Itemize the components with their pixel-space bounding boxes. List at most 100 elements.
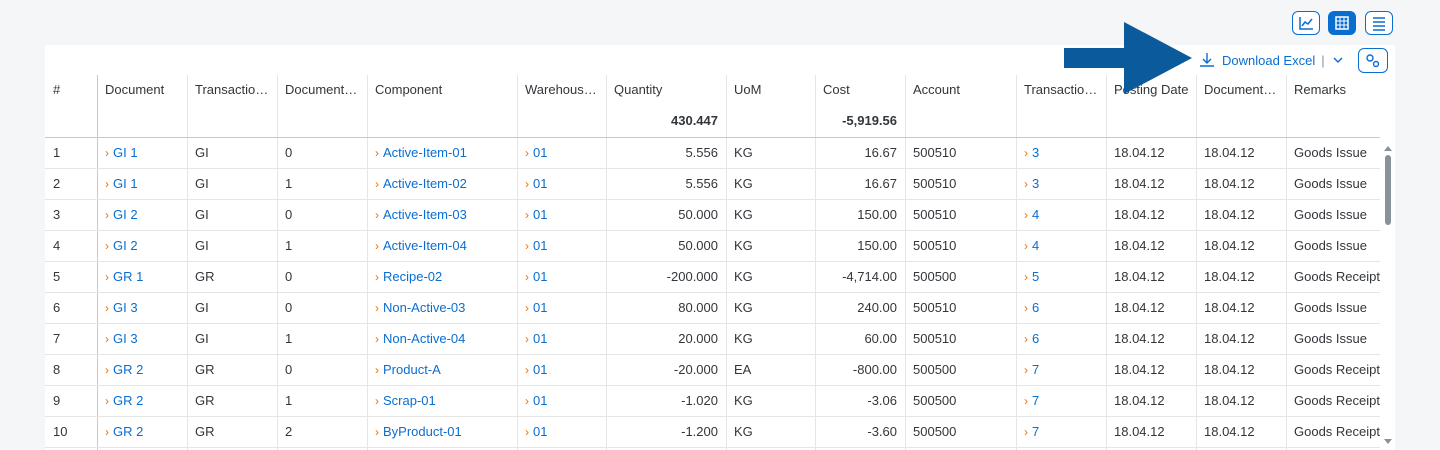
link-cell[interactable]: › Non-Active-04 — [367, 324, 517, 354]
link-cell[interactable]: › GI 2 — [97, 231, 187, 261]
column-header[interactable]: Account — [913, 82, 960, 97]
link-cell[interactable]: › 01 — [517, 169, 606, 199]
column-header[interactable]: Component — [375, 82, 443, 97]
list-view-button[interactable] — [1365, 11, 1393, 35]
link-cell[interactable]: › 01 — [517, 200, 606, 230]
link-text[interactable]: 01 — [533, 145, 548, 160]
link-cell[interactable]: › 01 — [517, 324, 606, 354]
link-cell[interactable]: › 3 — [1016, 138, 1106, 168]
link-text[interactable]: Active-Item-01 — [383, 145, 467, 160]
link-cell[interactable]: › 3 — [1016, 169, 1106, 199]
link-text[interactable]: GI 2 — [113, 207, 138, 222]
link-text[interactable]: 3 — [1032, 176, 1040, 191]
link-text[interactable]: 01 — [533, 176, 548, 191]
link-cell[interactable]: › GR 1 — [97, 262, 187, 292]
column-header[interactable]: UoM — [734, 82, 762, 97]
column-header[interactable]: Cost — [823, 82, 850, 97]
link-cell[interactable]: › Active-Item-04 — [367, 231, 517, 261]
link-cell[interactable]: › 01 — [517, 231, 606, 261]
link-cell[interactable]: › 01 — [517, 386, 606, 416]
column-header[interactable]: # — [53, 82, 61, 97]
link-cell[interactable]: › 7 — [1016, 417, 1106, 447]
link-text[interactable]: 01 — [533, 331, 548, 346]
link-text[interactable]: 7 — [1032, 424, 1040, 439]
column-header[interactable]: Transactio… — [195, 82, 269, 97]
column-header[interactable]: Document… — [285, 82, 358, 97]
download-excel-button[interactable]: Download Excel | — [1198, 50, 1345, 70]
column-header[interactable]: Document… — [1204, 82, 1277, 97]
link-text[interactable]: Non-Active-04 — [383, 331, 466, 346]
table-view-button[interactable] — [1328, 11, 1356, 35]
link-cell[interactable]: › 5 — [1016, 262, 1106, 292]
link-cell[interactable]: › GR 2 — [97, 386, 187, 416]
link-text[interactable]: Non-Active-03 — [383, 300, 466, 315]
link-text[interactable]: Active-Item-02 — [383, 176, 467, 191]
link-cell[interactable]: › Active-Item-01 — [367, 138, 517, 168]
link-text[interactable]: 4 — [1032, 207, 1040, 222]
link-text[interactable]: 01 — [533, 269, 548, 284]
link-text[interactable]: 01 — [533, 238, 548, 253]
link-text[interactable]: 4 — [1032, 238, 1040, 253]
link-cell[interactable]: › 6 — [1016, 324, 1106, 354]
link-cell[interactable]: › Active-Item-02 — [367, 169, 517, 199]
link-cell[interactable]: › Scrap-01 — [367, 386, 517, 416]
link-text[interactable]: 6 — [1032, 331, 1040, 346]
link-cell[interactable]: › GI 3 — [97, 293, 187, 323]
link-text[interactable]: GI 2 — [113, 238, 138, 253]
link-text[interactable]: 01 — [533, 393, 548, 408]
link-cell[interactable]: › GI 1 — [97, 169, 187, 199]
link-text[interactable]: GR 2 — [113, 393, 144, 408]
link-text[interactable]: Product-A — [383, 362, 441, 377]
link-cell[interactable]: › GI 3 — [97, 324, 187, 354]
link-cell[interactable]: › 4 — [1016, 231, 1106, 261]
link-text[interactable]: GI 3 — [113, 300, 138, 315]
link-text[interactable]: 3 — [1032, 145, 1040, 160]
link-text[interactable]: 01 — [533, 207, 548, 222]
link-text[interactable]: GR 2 — [113, 424, 144, 439]
link-text[interactable]: GI 1 — [113, 176, 138, 191]
link-cell[interactable]: › Product-A — [367, 355, 517, 385]
link-cell[interactable]: › 01 — [517, 355, 606, 385]
link-text[interactable]: Active-Item-04 — [383, 238, 467, 253]
nav-chevron: › — [1024, 301, 1028, 315]
link-text[interactable]: 6 — [1032, 300, 1040, 315]
column-header[interactable]: Transactio… — [1024, 82, 1098, 97]
link-text[interactable]: Scrap-01 — [383, 393, 436, 408]
column-header[interactable]: Remarks — [1294, 82, 1347, 97]
chart-view-button[interactable] — [1292, 11, 1320, 35]
link-cell[interactable]: › Recipe-02 — [367, 262, 517, 292]
link-text[interactable]: Active-Item-03 — [383, 207, 467, 222]
link-text[interactable]: Recipe-02 — [383, 269, 443, 284]
column-header[interactable]: Warehous… — [525, 82, 597, 97]
link-cell[interactable]: › Non-Active-03 — [367, 293, 517, 323]
link-text[interactable]: GI 3 — [113, 331, 138, 346]
link-cell[interactable]: › 7 — [1016, 355, 1106, 385]
link-text[interactable]: GI 1 — [113, 145, 138, 160]
link-cell[interactable]: › ByProduct-01 — [367, 417, 517, 447]
link-text[interactable]: 5 — [1032, 269, 1040, 284]
link-text[interactable]: 7 — [1032, 393, 1040, 408]
link-text[interactable]: 01 — [533, 300, 548, 315]
link-cell[interactable]: › 01 — [517, 262, 606, 292]
link-cell[interactable]: › GR 2 — [97, 417, 187, 447]
scrollbar[interactable] — [1383, 145, 1393, 445]
link-cell[interactable]: › 01 — [517, 417, 606, 447]
link-cell[interactable]: › 4 — [1016, 200, 1106, 230]
link-cell[interactable]: › 6 — [1016, 293, 1106, 323]
link-text[interactable]: ByProduct-01 — [383, 424, 462, 439]
link-cell[interactable]: › GI 1 — [97, 138, 187, 168]
link-cell[interactable]: › 7 — [1016, 386, 1106, 416]
column-header[interactable]: Quantity — [614, 82, 663, 97]
link-cell[interactable]: › 01 — [517, 293, 606, 323]
link-text[interactable]: 01 — [533, 424, 548, 439]
link-cell[interactable]: › GR 2 — [97, 355, 187, 385]
link-cell[interactable]: › 01 — [517, 138, 606, 168]
link-text[interactable]: 7 — [1032, 362, 1040, 377]
link-cell[interactable]: › Active-Item-03 — [367, 200, 517, 230]
link-text[interactable]: 01 — [533, 362, 548, 377]
link-text[interactable]: GR 2 — [113, 362, 144, 377]
link-text[interactable]: GR 1 — [113, 269, 144, 284]
column-header[interactable]: Document — [105, 82, 165, 97]
settings-button[interactable] — [1358, 48, 1388, 73]
link-cell[interactable]: › GI 2 — [97, 200, 187, 230]
